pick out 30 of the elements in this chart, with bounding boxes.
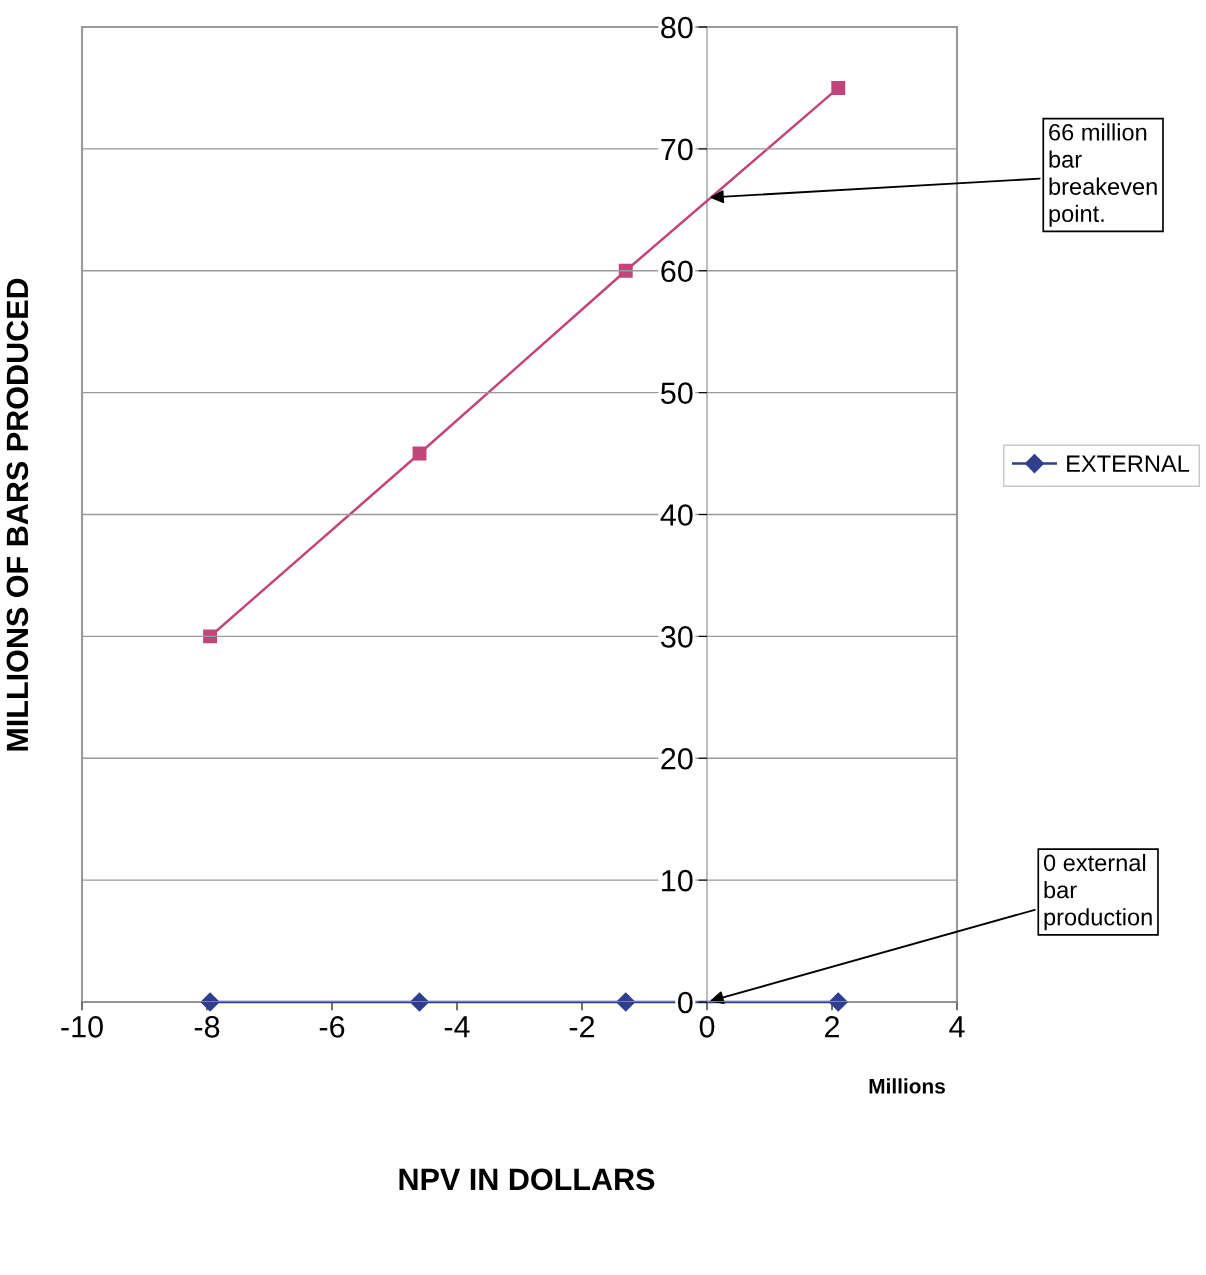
point bbox=[412, 446, 427, 461]
y-tick-label: 50 bbox=[661, 382, 693, 404]
x-tick-label: 0 bbox=[699, 1016, 715, 1038]
x-tick-label: 2 bbox=[825, 1016, 839, 1038]
point bbox=[616, 992, 636, 1012]
annotation: 0 external bar production bbox=[1043, 853, 1152, 931]
x-tick-label: -2 bbox=[569, 1016, 595, 1038]
y-tick-label: 70 bbox=[661, 138, 693, 161]
text: Millions bbox=[869, 1078, 945, 1094]
point bbox=[618, 263, 633, 278]
point bbox=[409, 992, 430, 1012]
y-axis-title: MILLIONS OF BARS PRODUCED bbox=[6, 278, 29, 751]
annotation: 66 million bar breakeven point. bbox=[1049, 123, 1157, 227]
y-tick-label: 20 bbox=[661, 747, 693, 770]
y-tick-label: 40 bbox=[660, 504, 693, 526]
y-tick-label: 10 bbox=[662, 869, 693, 892]
x-axis-title: NPV IN DOLLARS bbox=[399, 1168, 655, 1191]
x-tick-label: 4 bbox=[949, 1016, 965, 1038]
x-tick-label: -8 bbox=[194, 1016, 220, 1038]
y-tick-label: 0 bbox=[678, 991, 693, 1014]
point bbox=[831, 80, 846, 95]
x-tick-label: -4 bbox=[444, 1016, 470, 1038]
x-tick-label: -6 bbox=[319, 1016, 345, 1038]
y-tick-label: 60 bbox=[661, 260, 693, 283]
y-tick-label: 30 bbox=[660, 626, 693, 648]
y-tick-label: 80 bbox=[661, 16, 693, 39]
legend-label: EXTERNAL bbox=[1067, 455, 1190, 472]
point bbox=[203, 629, 218, 644]
point bbox=[828, 992, 848, 1012]
x-tick-label: -10 bbox=[61, 1016, 103, 1038]
